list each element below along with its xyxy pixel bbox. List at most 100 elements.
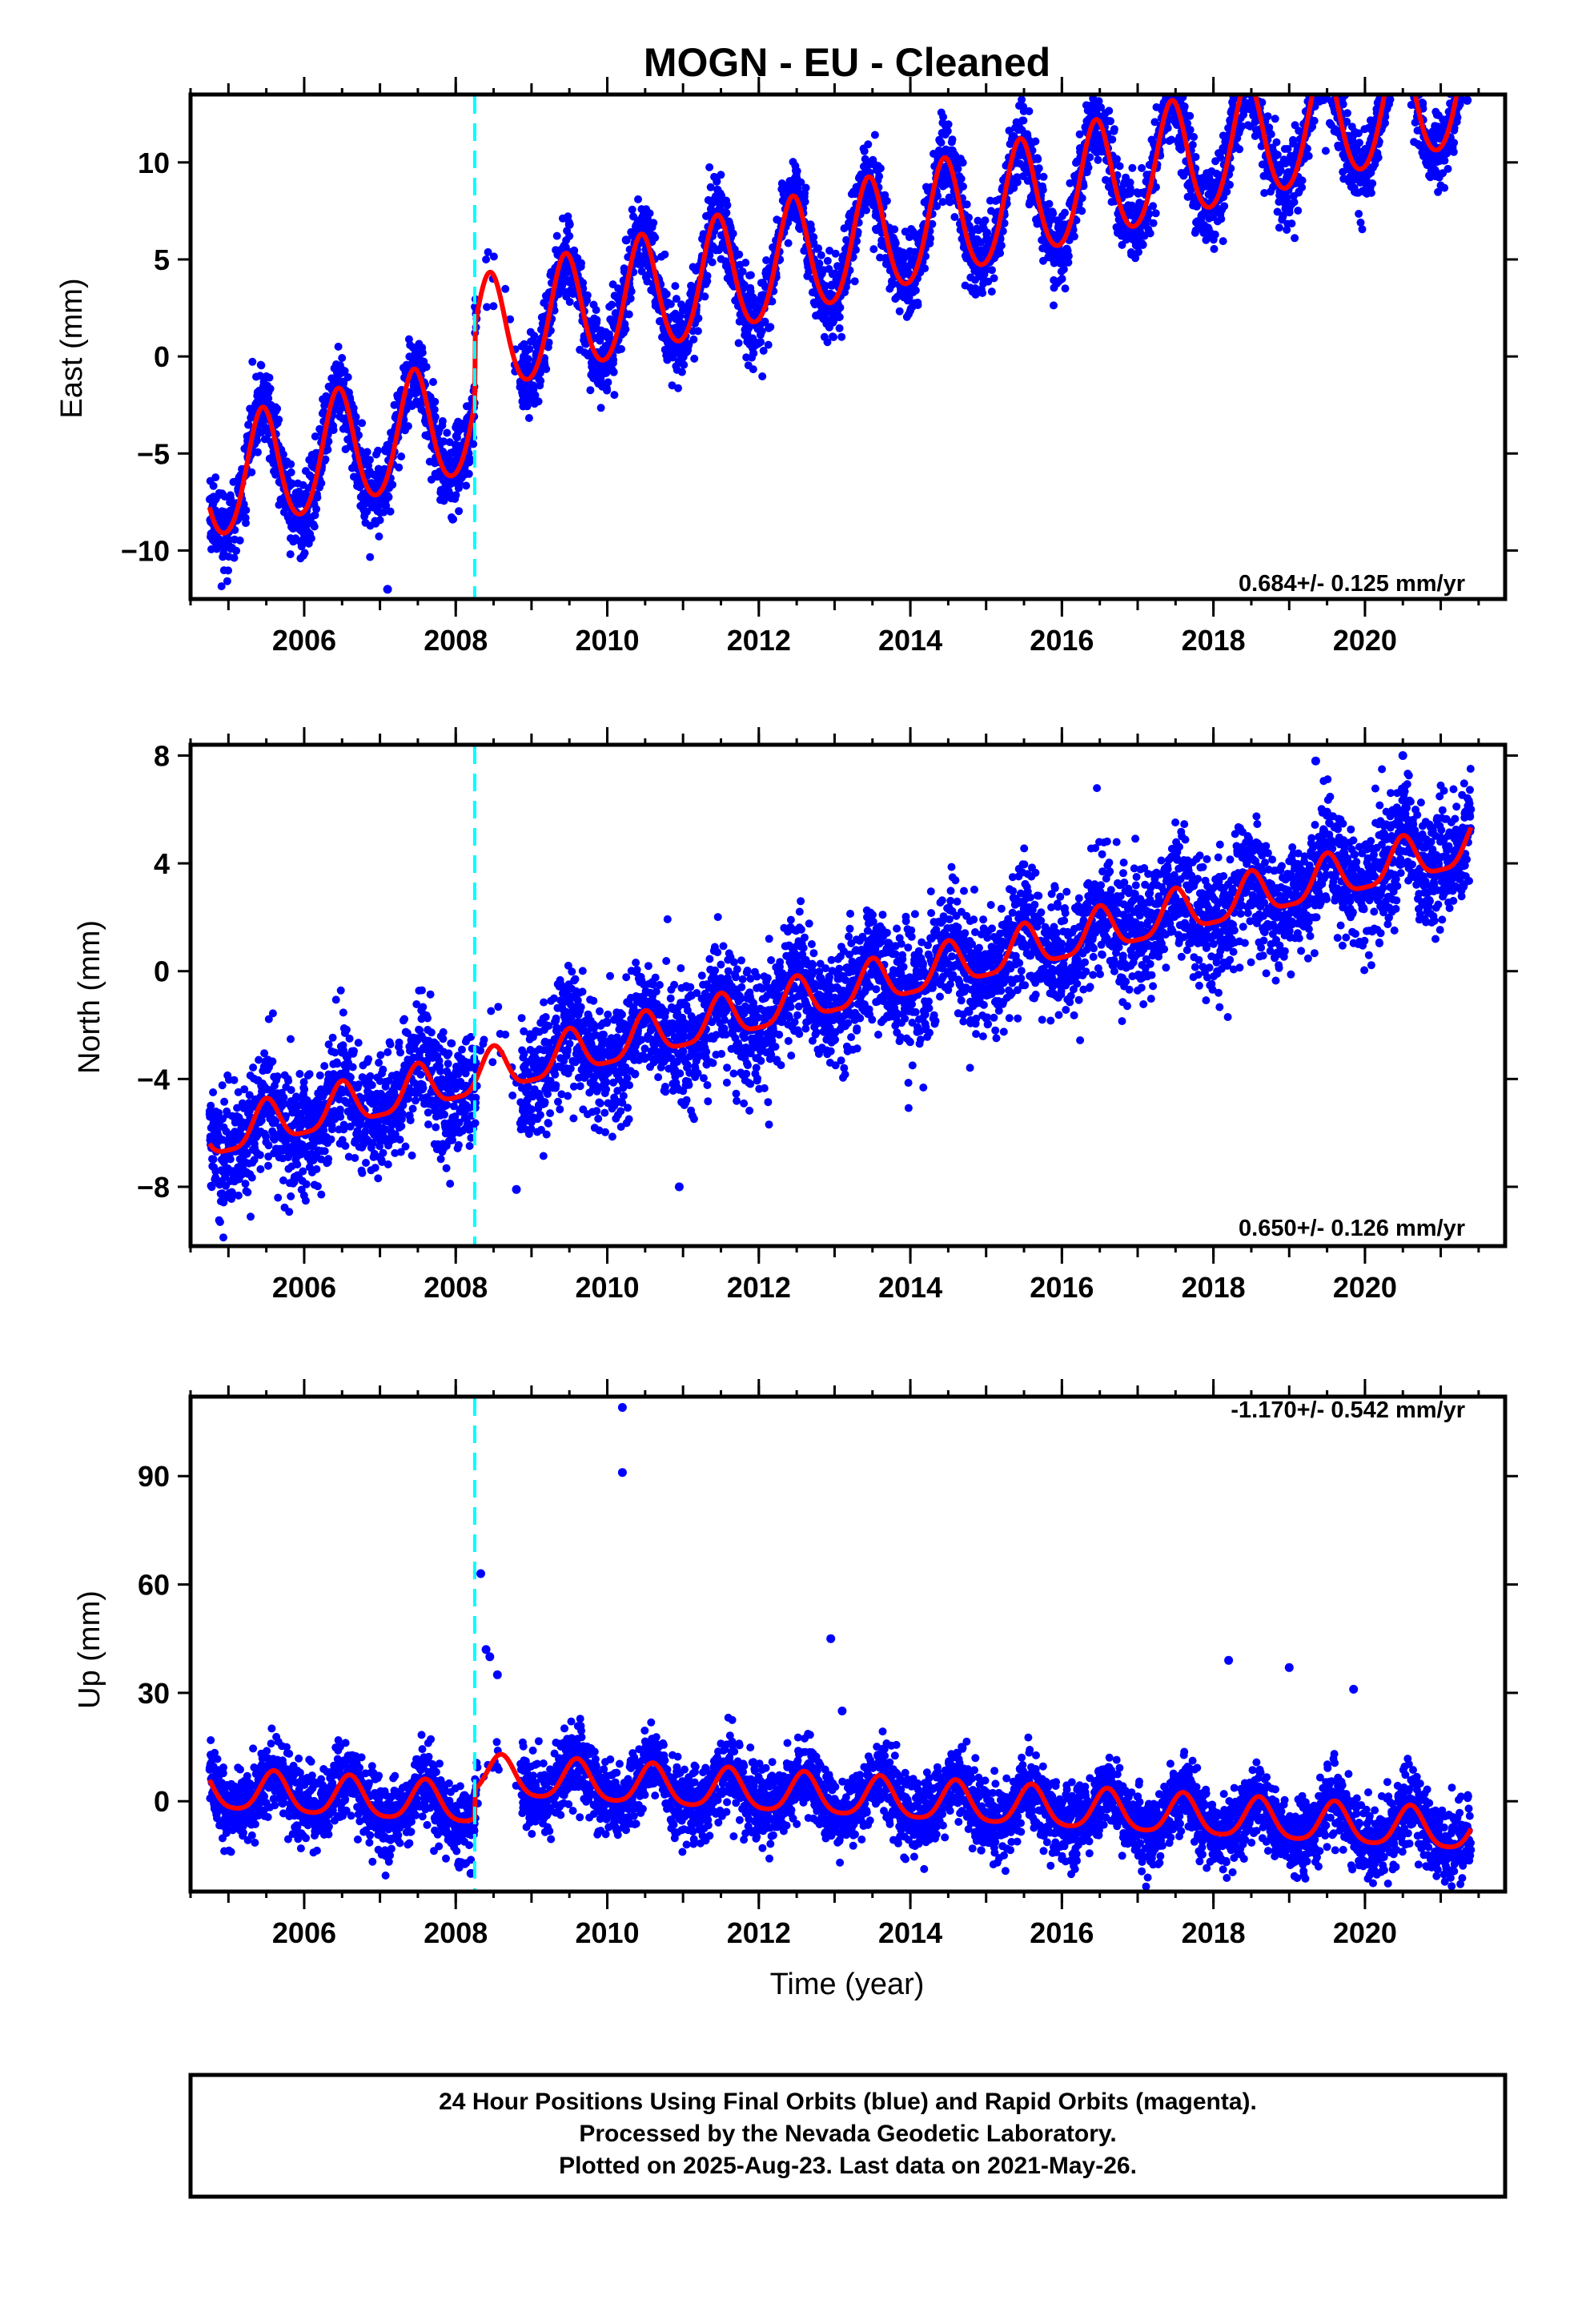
data-point	[1387, 72, 1395, 80]
data-point	[1059, 265, 1068, 274]
data-point	[1263, 112, 1272, 121]
data-point	[1242, 81, 1250, 89]
data-point	[1399, 57, 1407, 65]
data-point	[1247, 58, 1255, 66]
data-point	[1243, 43, 1251, 51]
data-point	[1190, 133, 1199, 141]
data-point	[1389, 63, 1397, 71]
data-point	[1323, 54, 1331, 62]
data-point	[1272, 138, 1281, 147]
data-point	[1254, 82, 1262, 90]
data-point	[850, 277, 859, 286]
data-point	[1039, 172, 1048, 181]
data-point	[987, 287, 996, 296]
data-point	[890, 225, 899, 234]
data-point	[596, 404, 605, 412]
data-point	[875, 172, 884, 181]
data-point	[489, 252, 498, 261]
data-point	[1406, 80, 1414, 88]
data-point	[1392, 47, 1400, 55]
data-point	[1308, 86, 1316, 94]
data-point	[1379, 85, 1387, 93]
data-point	[1324, 42, 1332, 50]
data-point	[1395, 78, 1403, 86]
data-point	[944, 120, 953, 129]
data-point	[1384, 60, 1392, 68]
data-point	[690, 354, 699, 363]
data-point	[343, 373, 352, 381]
data-point	[1386, 74, 1394, 82]
data-point	[1326, 26, 1334, 34]
data-point	[1315, 20, 1323, 28]
data-point	[287, 468, 295, 476]
data-point	[1038, 186, 1047, 195]
data-point	[1396, 55, 1404, 63]
data-point	[997, 241, 1006, 250]
data-point	[1191, 153, 1200, 161]
data-point	[1315, 18, 1323, 26]
data-point	[1045, 199, 1054, 208]
data-point	[1390, 69, 1398, 77]
data-point	[1138, 163, 1146, 172]
data-point	[404, 422, 412, 431]
data-point	[565, 298, 574, 306]
data-point	[1235, 145, 1244, 154]
data-point	[388, 480, 397, 489]
data-point	[1128, 163, 1137, 172]
data-point	[764, 340, 773, 349]
data-point	[1384, 74, 1392, 82]
data-point	[358, 419, 367, 428]
data-point	[1355, 210, 1363, 218]
data-point	[440, 437, 448, 446]
data-point	[815, 259, 824, 267]
data-point	[741, 259, 750, 267]
data-point	[1405, 62, 1413, 70]
data-point	[1313, 79, 1321, 87]
data-point	[1403, 48, 1411, 56]
data-point	[926, 234, 935, 243]
data-point	[749, 365, 757, 374]
data-point	[1386, 74, 1394, 82]
data-point	[836, 304, 845, 312]
data-point	[1315, 58, 1323, 66]
data-point	[1243, 78, 1251, 86]
data-point	[1217, 215, 1226, 223]
data-point	[1019, 116, 1028, 125]
data-point	[1108, 135, 1117, 144]
data-point	[1382, 68, 1390, 76]
data-point	[329, 426, 338, 434]
data-point	[1180, 103, 1189, 111]
data-point	[1134, 247, 1142, 256]
data-point	[1388, 70, 1396, 78]
data-point	[1319, 40, 1327, 48]
data-point	[1407, 65, 1415, 73]
data-point	[1061, 284, 1070, 293]
data-point	[265, 373, 274, 382]
data-point	[757, 338, 765, 347]
data-point	[1335, 85, 1343, 93]
data-point	[1314, 54, 1322, 62]
data-point	[962, 200, 971, 209]
data-point	[577, 259, 585, 267]
data-point	[729, 229, 737, 238]
data-point	[1380, 72, 1388, 80]
data-point	[661, 250, 669, 259]
data-point	[1401, 58, 1409, 66]
data-point	[565, 231, 574, 240]
data-point	[1405, 38, 1413, 46]
data-point	[1383, 64, 1391, 72]
data-point	[965, 213, 973, 222]
data-point	[452, 491, 460, 500]
data-point	[738, 267, 747, 276]
data-point	[340, 367, 349, 376]
data-point	[1084, 163, 1093, 172]
data-point	[390, 400, 399, 409]
data-point	[1323, 74, 1331, 82]
data-point	[1391, 26, 1399, 34]
data-point	[1393, 69, 1401, 77]
data-point	[1404, 36, 1412, 44]
data-point	[604, 378, 612, 387]
data-point	[1398, 41, 1406, 49]
data-point	[1400, 59, 1408, 67]
data-point	[1243, 74, 1251, 82]
